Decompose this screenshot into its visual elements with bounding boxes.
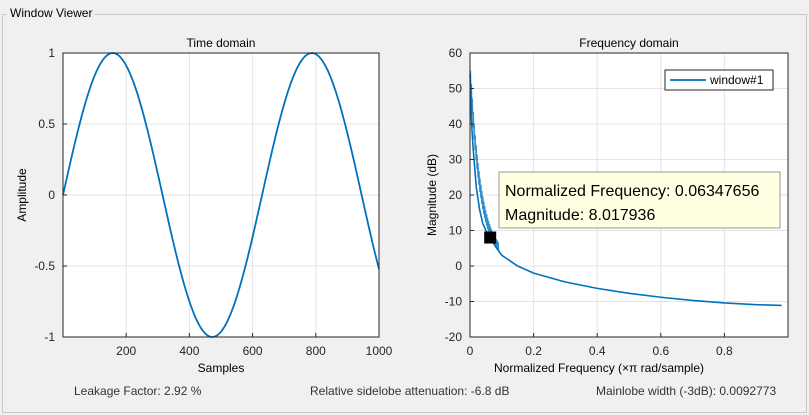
window-viewer-title: Window Viewer [7, 6, 96, 20]
mainlobe-width-text: Mainlobe width (-3dB): 0.0092773 [596, 384, 777, 398]
freq-tick-label-y: 30 [449, 153, 463, 167]
freq-tick-label-y: 60 [449, 46, 463, 60]
freq-datatip-box [498, 171, 781, 229]
time-tick-label-y: 0 [48, 188, 55, 202]
time-tick-label-x: 400 [179, 344, 199, 358]
freq-x-axis-label: Normalized Frequency (×π rad/sample) [494, 361, 704, 375]
time-chart-title: Time domain [187, 36, 256, 50]
freq-tick-label-y: -20 [445, 330, 463, 344]
freq-datatip-line2: Magnitude: 8.017936 [505, 207, 655, 224]
time-tick-label-x: 800 [306, 344, 326, 358]
leakage-factor-text: Leakage Factor: 2.92 % [74, 384, 202, 398]
freq-legend-label: window#1 [709, 73, 764, 87]
freq-tick-label-x: 0.8 [716, 344, 733, 358]
freq-legend: window#1 [664, 69, 774, 91]
time-tick-label-y: -1 [44, 330, 55, 344]
time-tick-label-x: 600 [243, 344, 263, 358]
time-tick-label-y: 0.5 [38, 117, 55, 131]
freq-tick-label-y: 40 [449, 117, 463, 131]
window-viewer-panel [2, 14, 807, 413]
frequency-domain-chart[interactable]: 0 0.2 0.4 0.6 0.8 60 50 40 30 20 10 0 -10 -20 Frequenc… [400, 0, 809, 380]
time-tick-label-x: 200 [116, 344, 136, 358]
freq-tick-label-x: 0.6 [652, 344, 669, 358]
time-y-axis-label: Amplitude [15, 168, 29, 222]
time-domain-chart[interactable]: 200 400 600 800 1000 1 0.5 0 -0.5 -1 Time domain Sa… [0, 0, 400, 380]
freq-tick-label-x: 0.4 [589, 344, 606, 358]
freq-series-line [469, 74, 782, 307]
time-x-axis-label: Samples [198, 361, 245, 375]
freq-tick-label-x: 0 [467, 344, 474, 358]
freq-legend-box [664, 69, 774, 91]
freq-y-axis-label: Magnitude (dB) [425, 154, 439, 236]
freq-chart-title: Frequency domain [579, 36, 678, 50]
freq-tick-label-y: 0 [455, 259, 462, 273]
time-tick-label-x: 1000 [366, 344, 393, 358]
time-tick-label-y: 1 [48, 46, 55, 60]
freq-tick-label-y: 50 [449, 82, 463, 96]
freq-datatip-marker [484, 231, 497, 244]
sidelobe-attenuation-text: Relative sidelobe attenuation: -6.8 dB [310, 384, 510, 398]
freq-tick-label-y: -10 [445, 295, 463, 309]
freq-tick-label-x: 0.2 [525, 344, 542, 358]
freq-tick-label-y: 20 [449, 188, 463, 202]
freq-tick-label-y: 10 [449, 224, 463, 238]
time-tick-label-y: -0.5 [34, 259, 55, 273]
freq-datatip: Normalized Frequency: 0.06347656 Magnitud… [498, 171, 781, 229]
time-series-line [62, 52, 380, 338]
freq-datatip-line1: Normalized Frequency: 0.06347656 [505, 183, 759, 200]
